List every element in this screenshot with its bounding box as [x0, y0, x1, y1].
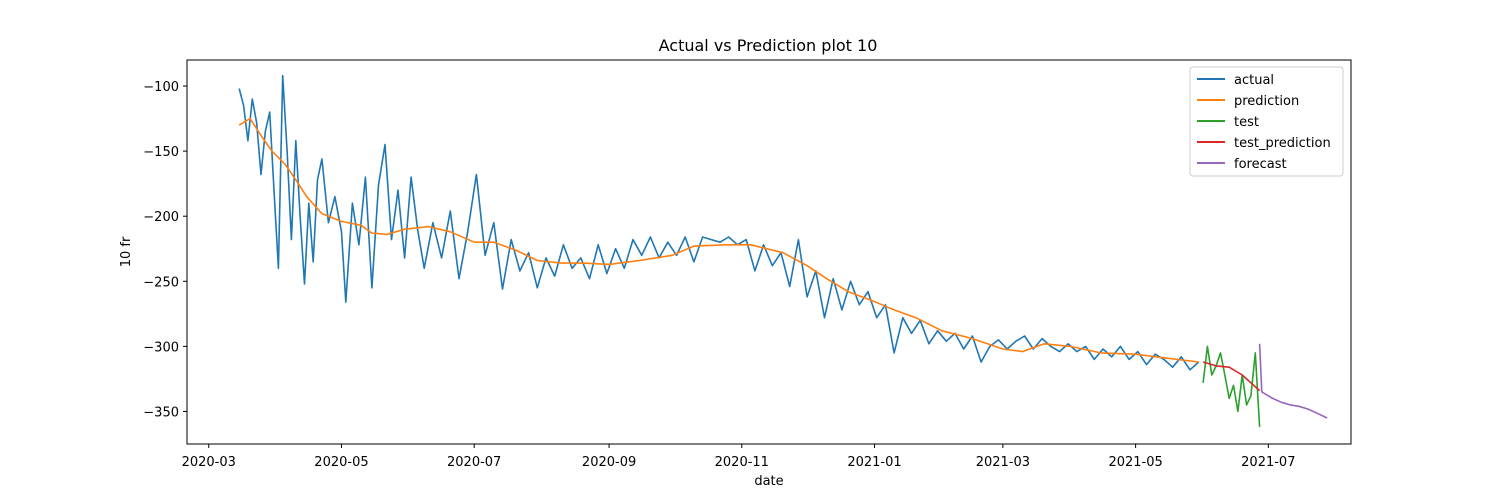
legend-label-forecast: forecast — [1234, 157, 1287, 172]
x-tick-label: 2021-01 — [847, 455, 901, 470]
y-tick-label: −250 — [143, 275, 179, 290]
plot-area — [186, 59, 1352, 445]
series-line-forecast — [1258, 343, 1328, 419]
x-tick-label: 2020-07 — [447, 455, 501, 470]
legend-label-prediction: prediction — [1234, 94, 1299, 109]
series-line-actual — [238, 74, 1200, 371]
legend-label-test: test — [1234, 115, 1259, 130]
x-tick-label: 2020-05 — [314, 455, 368, 470]
legend: actual prediction test test_predictionforec… — [1189, 66, 1344, 177]
y-tick-label: −100 — [143, 80, 179, 95]
legend-box — [1189, 66, 1344, 177]
x-tick-label: 2020-09 — [582, 455, 636, 470]
x-tick-label: 2021-03 — [976, 455, 1030, 470]
y-axis: −100 −150 −200 −250 −300 −350 — [143, 80, 187, 420]
x-tick-label: 2021-05 — [1108, 455, 1162, 470]
series-layer — [238, 74, 1328, 428]
y-tick-label: −200 — [143, 210, 179, 225]
x-axis-title: date — [754, 474, 783, 489]
chart-title: Actual vs Prediction plot 10 — [659, 36, 878, 55]
series-line-test — [1202, 345, 1261, 428]
y-tick-label: −300 — [143, 340, 179, 355]
y-tick-label: −350 — [143, 405, 179, 420]
x-tick-label: 2020-03 — [182, 455, 236, 470]
y-tick-label: −150 — [143, 145, 179, 160]
x-axis: 2020-03 2020-05 2020-07 2020-09 2020-11 2021-… — [182, 444, 1295, 470]
x-tick-label: 2021-07 — [1241, 455, 1295, 470]
x-tick-label: 2020-11 — [715, 455, 769, 470]
y-axis-title: 10 fr — [119, 236, 134, 267]
series-line-test-prediction — [1202, 361, 1261, 392]
legend-label-test-prediction: test_prediction — [1234, 136, 1331, 151]
legend-label-actual: actual — [1234, 73, 1274, 88]
series-line-prediction — [238, 117, 1199, 363]
